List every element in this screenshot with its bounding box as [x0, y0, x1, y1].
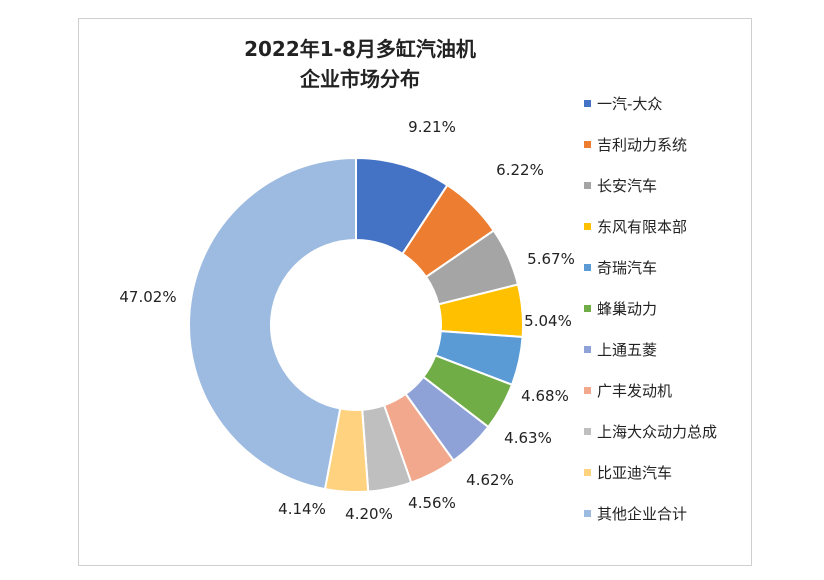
chart-title-block: 2022年1-8月多缸汽油机 企业市场分布 — [240, 34, 480, 94]
legend-swatch — [584, 181, 591, 189]
chart-subtitle: 企业市场分布 — [300, 67, 420, 91]
legend-item-8: 广丰发动机 — [584, 379, 672, 401]
legend-label: 蜂巢动力 — [597, 299, 658, 318]
legend-swatch — [584, 263, 591, 271]
legend-item-1: 一汽-大众 — [584, 92, 662, 114]
data-label-1: 9.21% — [408, 118, 456, 136]
legend-swatch — [584, 509, 591, 517]
legend-item-3: 长安汽车 — [584, 174, 657, 196]
legend-swatch — [584, 386, 591, 394]
legend-item-6: 蜂巢动力 — [584, 297, 657, 319]
chart-title: 2022年1-8月多缸汽油机 — [244, 37, 476, 61]
legend-swatch — [584, 140, 591, 148]
legend-label: 一汽-大众 — [597, 94, 663, 113]
donut-slice-11 — [188, 156, 357, 491]
legend-label: 上通五菱 — [597, 340, 658, 359]
legend-swatch — [584, 99, 591, 107]
legend-item-9: 上海大众动力总成 — [584, 420, 717, 442]
data-label-2: 6.22% — [496, 161, 544, 179]
legend-label: 其他企业合计 — [597, 504, 688, 523]
legend-item-7: 上通五菱 — [584, 338, 657, 360]
data-label-10: 4.14% — [278, 500, 326, 518]
legend-label: 广丰发动机 — [597, 381, 673, 400]
legend-swatch — [584, 304, 591, 312]
legend-label: 长安汽车 — [597, 176, 658, 195]
data-label-9: 4.20% — [345, 505, 393, 523]
legend-label: 上海大众动力总成 — [597, 422, 718, 441]
legend-item-5: 奇瑞汽车 — [584, 256, 657, 278]
legend-label: 吉利动力系统 — [597, 135, 688, 154]
legend-swatch — [584, 427, 591, 435]
legend-item-4: 东风有限本部 — [584, 215, 687, 237]
data-label-5: 4.68% — [521, 387, 569, 405]
data-label-6: 4.63% — [504, 429, 552, 447]
legend-item-2: 吉利动力系统 — [584, 133, 687, 155]
legend-swatch — [584, 222, 591, 230]
data-label-7: 4.62% — [466, 471, 514, 489]
legend-swatch — [584, 468, 591, 476]
legend-label: 奇瑞汽车 — [597, 258, 658, 277]
legend-label: 东风有限本部 — [597, 217, 688, 236]
data-label-4: 5.04% — [524, 312, 572, 330]
data-label-11: 47.02% — [119, 288, 176, 306]
data-label-3: 5.67% — [527, 250, 575, 268]
legend-item-10: 比亚迪汽车 — [584, 461, 672, 483]
legend-item-11: 其他企业合计 — [584, 502, 687, 524]
data-label-8: 4.56% — [408, 494, 456, 512]
legend-label: 比亚迪汽车 — [597, 463, 673, 482]
legend-swatch — [584, 345, 591, 353]
